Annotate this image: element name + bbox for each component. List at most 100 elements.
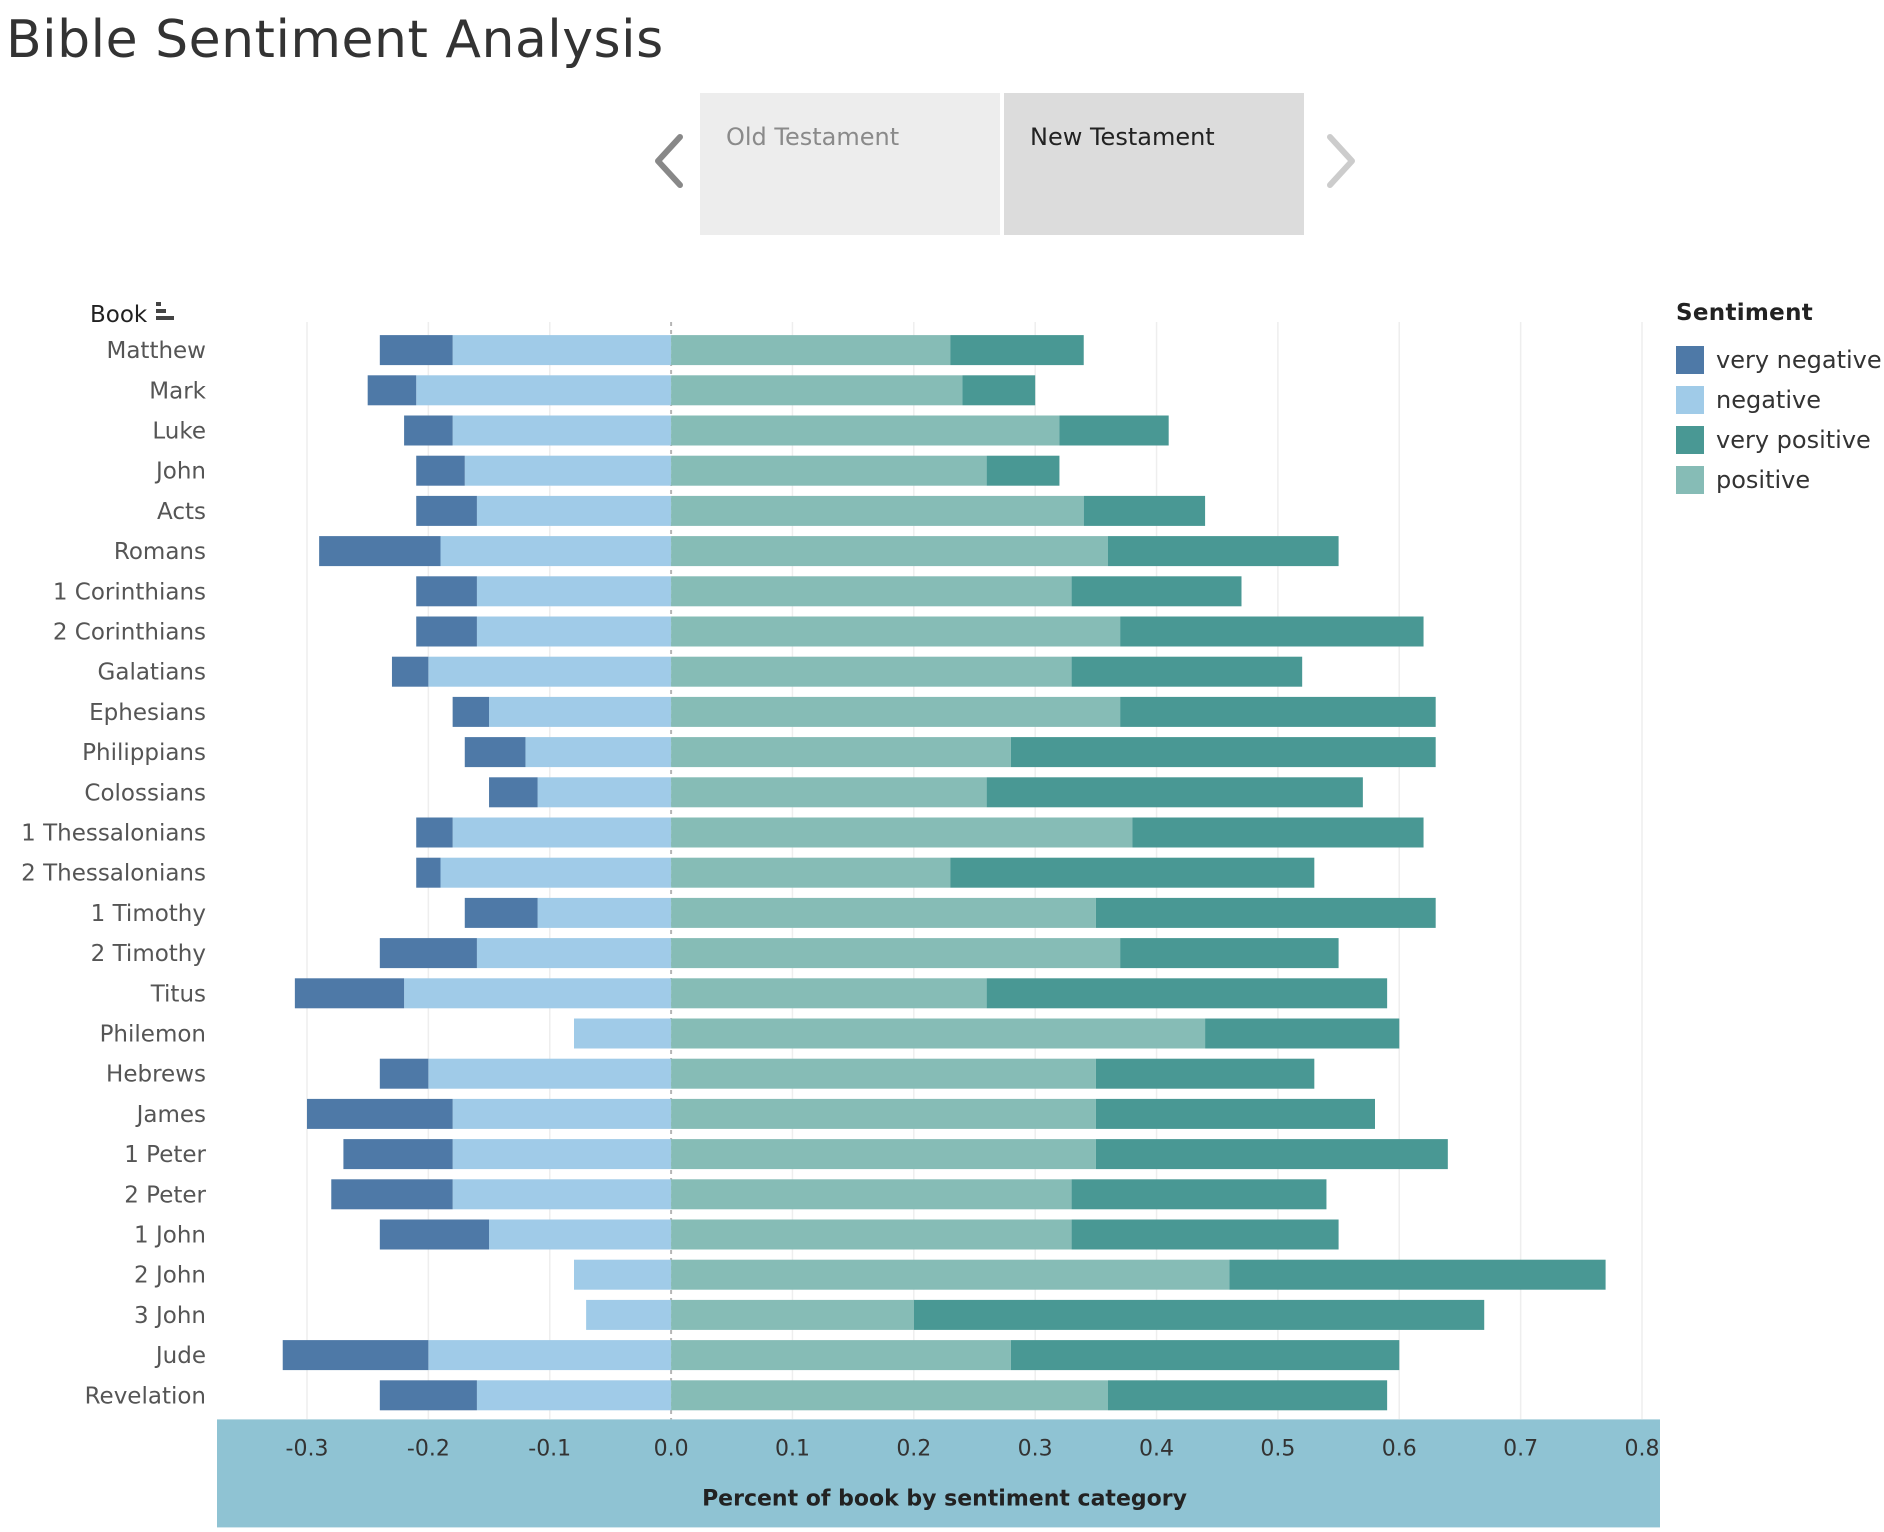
sort-icon — [156, 302, 174, 320]
bar-positive — [671, 1340, 1011, 1371]
category-label: Romans — [114, 539, 206, 565]
category-label: Philemon — [100, 1022, 206, 1048]
legend-swatch — [1676, 346, 1704, 374]
bar-very-negative — [489, 777, 538, 808]
category-label: Philippians — [82, 740, 206, 766]
category-label: James — [135, 1102, 206, 1128]
previous-tab-button[interactable] — [650, 131, 690, 191]
legend-swatch — [1676, 386, 1704, 414]
category-label: 1 Corinthians — [53, 579, 206, 605]
bar-negative — [574, 1018, 672, 1049]
category-label: Colossians — [84, 780, 206, 806]
bar-positive — [671, 696, 1121, 727]
bar-very-negative — [452, 696, 490, 727]
sort-icon-bar — [156, 316, 174, 320]
bar-positive — [671, 1058, 1096, 1089]
x-tick-label: 0.3 — [1018, 1436, 1053, 1461]
x-axis-title: Percent of book by sentiment category — [702, 1486, 1187, 1511]
bar-very-positive — [1205, 1018, 1400, 1049]
bar-positive — [671, 1299, 914, 1330]
bar-negative — [574, 1259, 672, 1290]
bar-negative — [476, 1380, 672, 1411]
x-tick-label: 0.4 — [1139, 1436, 1174, 1461]
bar-very-positive — [1071, 1219, 1339, 1250]
legend-item-positive[interactable]: positive — [1676, 460, 1882, 500]
bar-negative — [452, 1179, 672, 1210]
bar-negative — [416, 375, 672, 406]
bar-very-negative — [391, 656, 429, 687]
legend-label: positive — [1716, 466, 1811, 494]
legend-label: negative — [1716, 386, 1821, 414]
bar-very-negative — [282, 1340, 429, 1371]
bar-very-positive — [1071, 576, 1242, 607]
page-title: Bible Sentiment Analysis — [6, 10, 664, 70]
legend-item-negative[interactable]: negative — [1676, 380, 1882, 420]
bar-positive — [671, 656, 1072, 687]
chevron-right-icon — [1327, 134, 1355, 188]
bar-very-negative — [416, 576, 477, 607]
next-tab-button[interactable] — [1320, 131, 1360, 191]
x-tick-label: -0.2 — [407, 1436, 450, 1461]
x-tick-label: 0.2 — [896, 1436, 931, 1461]
bar-negative — [586, 1299, 672, 1330]
category-label: Acts — [157, 499, 206, 525]
bar-negative — [428, 1058, 672, 1089]
tab-new-testament[interactable]: New Testament — [1004, 93, 1304, 235]
bar-positive — [671, 415, 1060, 446]
legend-swatch — [1676, 426, 1704, 454]
bar-positive — [671, 375, 963, 406]
bar-very-positive — [1010, 1340, 1400, 1371]
category-label: 1 Thessalonians — [21, 821, 206, 847]
bar-very-negative — [343, 1139, 453, 1170]
bar-very-positive — [1108, 1380, 1388, 1411]
legend-item-very-positive[interactable]: very positive — [1676, 420, 1882, 460]
x-tick-label: 0.7 — [1503, 1436, 1538, 1461]
bar-positive — [671, 777, 987, 808]
bar-very-positive — [1059, 415, 1169, 446]
category-label: 1 Timothy — [91, 901, 206, 927]
legend-swatch — [1676, 466, 1704, 494]
tab-old-testament[interactable]: Old Testament — [700, 93, 1000, 235]
category-label: 2 Corinthians — [53, 620, 206, 646]
x-tick-label: 0.5 — [1260, 1436, 1295, 1461]
legend-title: Sentiment — [1676, 300, 1814, 326]
bar-very-positive — [1010, 737, 1436, 768]
bar-very-positive — [1108, 536, 1339, 567]
bar-very-positive — [1229, 1259, 1606, 1290]
bar-positive — [671, 1179, 1072, 1210]
bar-very-positive — [950, 857, 1315, 888]
bar-very-positive — [986, 777, 1363, 808]
bar-negative — [452, 335, 672, 366]
category-label: Galatians — [98, 660, 206, 686]
legend-item-very-negative[interactable]: very negative — [1676, 340, 1882, 380]
bar-very-positive — [913, 1299, 1485, 1330]
category-label: Luke — [152, 419, 206, 445]
bar-positive — [671, 536, 1108, 567]
bar-negative — [525, 737, 672, 768]
bar-negative — [452, 1139, 672, 1170]
bar-very-negative — [379, 1058, 429, 1089]
sort-icon-bar — [156, 302, 161, 306]
bar-very-positive — [1120, 696, 1436, 727]
bar-very-negative — [464, 897, 538, 928]
bar-very-negative — [416, 857, 441, 888]
category-label: Hebrews — [106, 1062, 206, 1088]
bar-very-negative — [379, 335, 453, 366]
bar-positive — [671, 1219, 1072, 1250]
y-axis-title: Book — [90, 302, 148, 328]
testament-tab-nav: Old Testament New Testament — [640, 93, 1370, 235]
bar-negative — [452, 415, 672, 446]
bar-negative — [476, 576, 672, 607]
bar-negative — [537, 897, 672, 928]
bar-negative — [476, 938, 672, 969]
category-label: Ephesians — [89, 700, 206, 726]
category-label: Mark — [149, 378, 206, 404]
category-label: 2 Timothy — [91, 941, 206, 967]
legend: Sentiment very negative negative very po… — [1676, 300, 1882, 500]
bar-positive — [671, 455, 987, 486]
bar-positive — [671, 978, 987, 1009]
bar-positive — [671, 817, 1133, 848]
bar-very-positive — [950, 335, 1084, 366]
bar-negative — [440, 536, 672, 567]
x-tick-label: 0.1 — [775, 1436, 810, 1461]
